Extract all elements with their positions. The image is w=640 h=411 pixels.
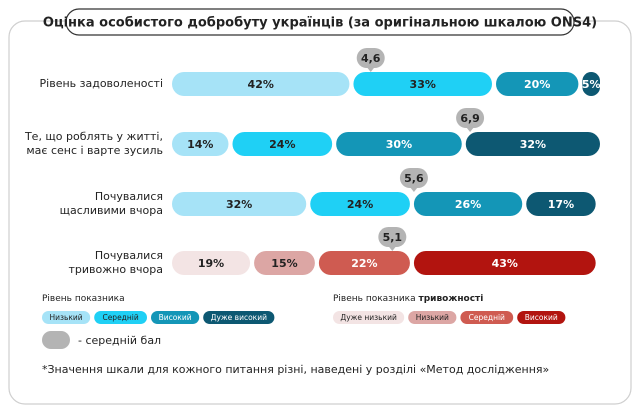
- title-box: [65, 8, 575, 36]
- legend-swatch: [151, 311, 200, 324]
- bar-segment: [413, 251, 596, 275]
- footnote: *Значення шкали для кожного питання різн…: [42, 363, 549, 376]
- mean-label: 4,6: [361, 52, 381, 65]
- value-label: 33%: [410, 78, 436, 91]
- legend-title: Рівень показника: [42, 294, 125, 304]
- value-label: 17%: [548, 198, 574, 211]
- bar-segment: [318, 251, 410, 275]
- mean-pointer: [466, 127, 475, 132]
- bar-segment: [310, 192, 410, 216]
- category-line: має сенс і варте зусиль: [26, 144, 163, 157]
- chart-title: Оцінка особистого добробуту українців (з…: [43, 16, 597, 31]
- bar-segment: [172, 192, 307, 216]
- mean-label: 5,1: [383, 231, 403, 244]
- mean-marker: [399, 168, 428, 188]
- mean-pointer: [409, 187, 418, 192]
- category-line: щасливими вчора: [60, 204, 163, 217]
- category-line: Почувалися: [95, 190, 163, 203]
- mean-marker: [356, 48, 385, 68]
- mean-marker: [456, 108, 485, 128]
- legend-label: Дуже низький: [340, 313, 397, 322]
- legend-label: Низький: [416, 313, 449, 322]
- bar-segment: [232, 132, 333, 156]
- legend-swatch: [460, 311, 514, 324]
- legend-swatch: [42, 311, 91, 324]
- category-label: Почувалися щасливими вчора: [60, 190, 163, 217]
- value-label: 32%: [226, 198, 252, 211]
- legend-swatch: [408, 311, 457, 324]
- legend-label: Низький: [49, 313, 82, 322]
- value-label: 32%: [520, 138, 546, 151]
- category-label: Рівень задоволеності: [40, 77, 163, 90]
- legend-swatch: [333, 311, 405, 324]
- bar-segment: [172, 132, 229, 156]
- mean-pointer: [366, 67, 375, 72]
- value-label: 14%: [187, 138, 213, 151]
- legend-title: Рівень показника тривожності: [333, 293, 483, 304]
- mean-legend-label: - середній бал: [78, 334, 161, 347]
- category-line: Рівень задоволеності: [40, 77, 163, 90]
- value-label: 24%: [347, 198, 373, 211]
- bar-segment: [172, 72, 350, 96]
- mean-label: 6,9: [460, 112, 480, 125]
- legend-label: Високий: [159, 313, 192, 322]
- bar-segment: [526, 192, 596, 216]
- mean-marker: [378, 227, 407, 247]
- legend-label: Середній: [469, 313, 505, 322]
- category-label: Те, що роблять у житті, має сенс і варте …: [24, 130, 163, 157]
- mean-legend-swatch: [42, 331, 70, 349]
- category-line: Почувалися: [95, 249, 163, 262]
- bar-segment: [336, 132, 462, 156]
- legend-title-text: Рівень показника: [42, 294, 125, 304]
- legend-swatch: [94, 311, 147, 324]
- legend-swatch: [517, 311, 566, 324]
- value-label: 42%: [248, 78, 274, 91]
- bar-segment: [582, 72, 600, 96]
- value-label: 26%: [455, 198, 481, 211]
- bar-segment: [413, 192, 523, 216]
- category-line: тривожно вчора: [68, 263, 163, 276]
- bar-segment: [353, 72, 492, 96]
- value-label: 30%: [386, 138, 412, 151]
- value-label: 5%: [582, 78, 601, 91]
- mean-label: 5,6: [404, 172, 424, 185]
- value-label: 24%: [269, 138, 295, 151]
- value-label: 20%: [524, 78, 550, 91]
- legend-label: Дуже високий: [211, 313, 267, 322]
- legend-title-bold: тривожності: [419, 293, 484, 304]
- category-label: Почувалися тривожно вчора: [68, 249, 163, 276]
- value-label: 43%: [492, 257, 518, 270]
- mean-pointer: [388, 246, 397, 251]
- bar-segment: [172, 251, 251, 275]
- value-label: 15%: [271, 257, 297, 270]
- bar-segment: [496, 72, 579, 96]
- legend-swatch: [203, 311, 275, 324]
- bar-segment: [465, 132, 600, 156]
- value-label: 22%: [351, 257, 377, 270]
- legend-title-text: Рівень показника: [333, 294, 416, 304]
- value-label: 19%: [198, 257, 224, 270]
- category-line: Те, що роблять у житті,: [24, 130, 163, 143]
- legend-label: Високий: [525, 313, 558, 322]
- legend-label: Середній: [102, 313, 138, 322]
- bar-segment: [254, 251, 315, 275]
